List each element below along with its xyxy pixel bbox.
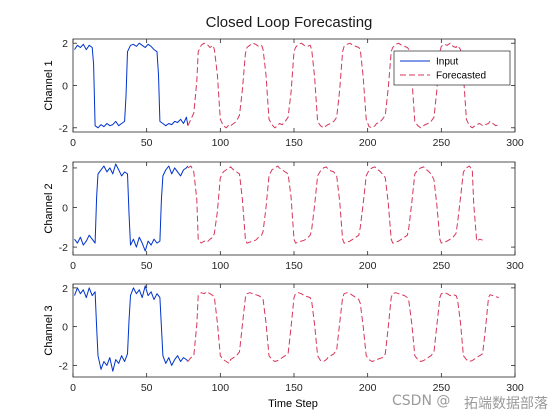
y-tick-label: 0	[62, 203, 68, 215]
y-tick-label: -2	[59, 123, 68, 135]
y-tick-label: 2	[62, 38, 68, 50]
x-tick-label: 100	[212, 382, 230, 394]
x-tick-label: 50	[141, 382, 153, 394]
legend: Input Forecasted	[393, 50, 511, 86]
x-tick-label: 200	[359, 382, 377, 394]
y-tick-label: -2	[59, 360, 68, 372]
x-tick-label: 200	[359, 137, 377, 149]
x-tick-label: 300	[506, 382, 524, 394]
x-tick-label: 150	[285, 137, 303, 149]
x-tick-label: 100	[212, 137, 230, 149]
y-axis-label: Channel 3	[43, 305, 55, 355]
plot-area	[73, 162, 515, 255]
x-tick-label: 100	[212, 260, 230, 272]
y-tick-label: 2	[62, 283, 68, 295]
watermark-tuoduan: 拓端数据部落	[464, 396, 548, 412]
x-tick-label: 250	[433, 260, 451, 272]
x-tick-label: 0	[70, 260, 76, 272]
series-line-input	[74, 42, 189, 129]
x-tick-label: 300	[506, 137, 524, 149]
x-tick-label: 250	[433, 382, 451, 394]
x-axis-label: Time Step	[268, 398, 318, 410]
y-tick-label: 2	[62, 163, 68, 175]
x-tick-label: 300	[506, 260, 524, 272]
y-axis-label: Channel 2	[43, 183, 55, 233]
series-line-input	[74, 163, 189, 252]
x-tick-label: 250	[433, 137, 451, 149]
chart-title: Closed Loop Forecasting	[206, 14, 373, 31]
y-axis-label: Channel 1	[43, 60, 55, 110]
series-line-forecasted	[187, 291, 499, 364]
x-tick-label: 200	[359, 260, 377, 272]
legend-label-input: Input	[436, 57, 458, 68]
series-line-forecasted	[187, 42, 499, 129]
y-tick-label: -2	[59, 242, 68, 254]
x-tick-label: 150	[285, 382, 303, 394]
x-tick-label: 50	[141, 137, 153, 149]
legend-box	[393, 50, 511, 86]
y-tick-label: 0	[62, 322, 68, 334]
series-line-forecasted	[187, 165, 483, 244]
watermark-csdn: CSDN @	[392, 393, 451, 409]
x-tick-label: 0	[70, 137, 76, 149]
x-tick-label: 0	[70, 382, 76, 394]
x-tick-label: 50	[141, 260, 153, 272]
series-line-input	[74, 285, 189, 372]
y-tick-label: 0	[62, 81, 68, 93]
legend-label-forecasted: Forecasted	[436, 71, 486, 82]
x-tick-label: 150	[285, 260, 303, 272]
